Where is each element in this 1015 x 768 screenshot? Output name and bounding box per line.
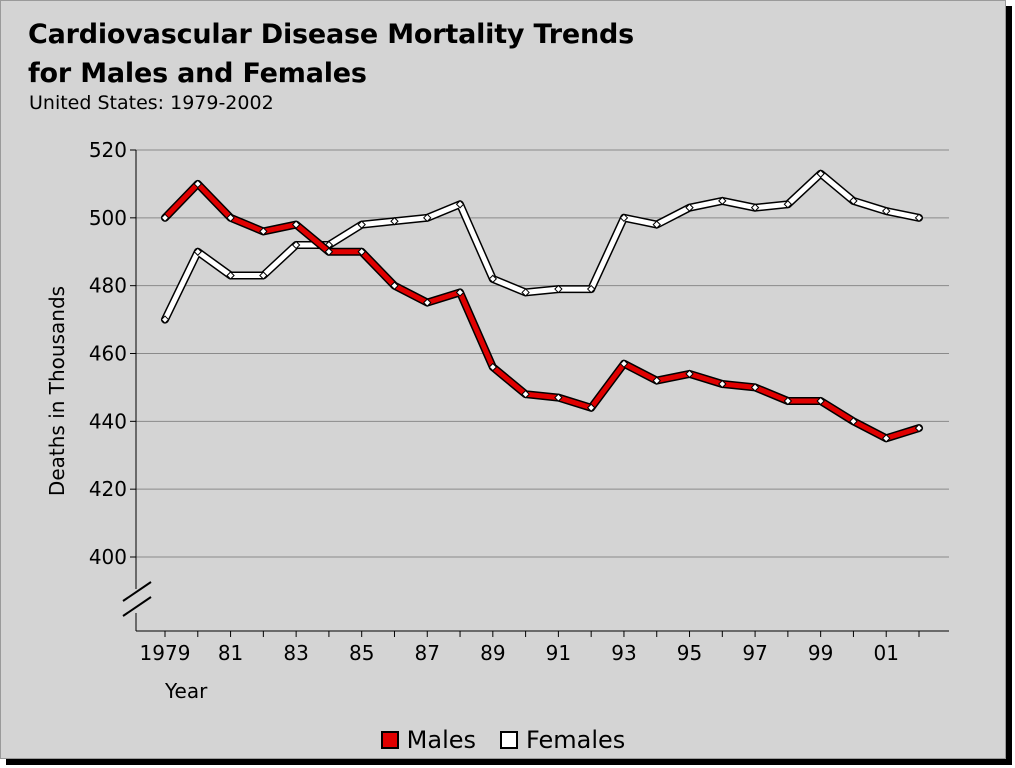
y-tick-label-520: 520: [89, 138, 127, 162]
data-point-males-1998: [783, 396, 793, 406]
data-point-females-1988: [455, 200, 465, 209]
chart-title: Cardiovascular Disease Mortality Trends …: [28, 15, 634, 93]
data-point-females-1998: [783, 200, 793, 209]
data-point-females-1999: [816, 169, 825, 178]
data-point-males-1986: [390, 281, 399, 290]
data-point-females-2002: [914, 213, 924, 223]
data-point-females-1987: [423, 213, 432, 223]
x-axis-title: Year: [164, 679, 208, 703]
data-point-males-1995: [685, 369, 694, 379]
y-tick-label-500: 500: [89, 206, 127, 230]
data-point-males-1982: [259, 227, 268, 236]
y-tick-label-400: 400: [89, 545, 127, 569]
legend-item-males: Males: [380, 726, 477, 754]
data-point-females-2000: [849, 196, 858, 206]
data-point-females-1989: [488, 274, 498, 284]
x-tick-label-1995: 95: [677, 641, 702, 665]
x-tick-label-2001: 01: [873, 641, 898, 665]
x-tick-label-1979: 1979: [140, 641, 191, 665]
data-point-males-1992: [586, 403, 596, 412]
data-point-females-1981: [226, 271, 235, 280]
legend-label-females: Females: [526, 726, 626, 754]
legend-swatch-females: [500, 731, 519, 749]
chart-subtitle: United States: 1979-2002: [29, 92, 274, 114]
data-point-males-1996: [718, 379, 727, 389]
legend-item-females: Females: [500, 726, 625, 754]
data-point-females-1983: [291, 240, 301, 250]
series-line-females: [162, 171, 922, 323]
data-point-males-1989: [488, 362, 498, 372]
data-point-males-1984: [324, 247, 334, 256]
y-tick-label-480: 480: [89, 274, 127, 298]
data-point-males-2000: [849, 417, 858, 426]
legend: Males Females: [1, 726, 1005, 754]
data-point-females-1994: [652, 220, 661, 229]
legend-swatch-males: [380, 731, 399, 749]
x-tick-label-1989: 89: [480, 641, 505, 665]
data-point-females-1979: [160, 315, 170, 324]
data-point-females-1986: [390, 217, 399, 226]
x-tick-label-1997: 97: [742, 641, 767, 665]
data-point-males-1997: [750, 383, 760, 392]
gridlines: [136, 149, 949, 558]
data-point-males-1994: [652, 376, 661, 385]
legend-label-males: Males: [406, 726, 477, 754]
data-point-females-1985: [357, 220, 366, 229]
data-point-males-1983: [291, 220, 301, 229]
x-tick-label-1983: 83: [283, 641, 308, 665]
data-point-females-1997: [750, 203, 760, 212]
axis-break-mark-1: [122, 581, 152, 602]
data-point-females-1996: [718, 196, 727, 206]
chart-title-line1: Cardiovascular Disease Mortality Trends: [28, 19, 635, 50]
data-point-males-1987: [423, 298, 432, 307]
axis-break-mark-2: [122, 596, 152, 617]
data-point-males-1985: [357, 247, 366, 256]
x-tick-label-1991: 91: [546, 641, 571, 665]
series-lines: [160, 169, 924, 443]
series-outline-females: [161, 169, 923, 324]
series-line-males: [162, 181, 922, 441]
data-point-females-1980: [193, 247, 202, 256]
data-point-males-1981: [226, 213, 235, 223]
x-tick-label-1985: 85: [349, 641, 374, 665]
data-point-males-1990: [521, 389, 530, 399]
data-point-males-2001: [882, 434, 891, 443]
x-tick-label-1993: 93: [611, 641, 636, 665]
x-tick-label-1999: 99: [808, 641, 833, 665]
data-point-females-2001: [882, 206, 891, 216]
data-point-females-1982: [259, 271, 268, 280]
data-point-females-1992: [586, 284, 596, 294]
data-point-females-1993: [619, 213, 629, 223]
chart-frame: Cardiovascular Disease Mortality Trends …: [0, 0, 1006, 759]
data-point-females-1991: [554, 284, 563, 294]
data-point-males-1988: [455, 288, 465, 297]
axes: [122, 149, 949, 637]
y-tick-label-440: 440: [89, 409, 127, 433]
axis-labels: 400 420 440 460 480 500 520 1979 81 83 85 87 89 91 93 9…: [45, 138, 899, 703]
data-point-males-1993: [619, 359, 629, 368]
y-tick-label-420: 420: [89, 477, 127, 501]
data-point-males-1979: [160, 213, 170, 223]
data-point-males-1999: [816, 396, 825, 406]
data-point-males-2002: [914, 423, 924, 433]
line-chart: 400 420 440 460 480 500 520 1979 81 83 85 87 89 91 93 9…: [45, 138, 949, 703]
x-tick-label-1981: 81: [218, 641, 243, 665]
y-axis-title: Deaths in Thousands: [45, 286, 69, 496]
data-point-males-1980: [193, 179, 202, 189]
data-point-females-1990: [521, 288, 530, 297]
data-point-females-1995: [685, 203, 694, 212]
chart-title-line2: for Males and Females: [28, 58, 367, 89]
data-point-males-1991: [554, 393, 563, 402]
y-tick-label-460: 460: [89, 342, 127, 366]
x-tick-label-1987: 87: [415, 641, 440, 665]
